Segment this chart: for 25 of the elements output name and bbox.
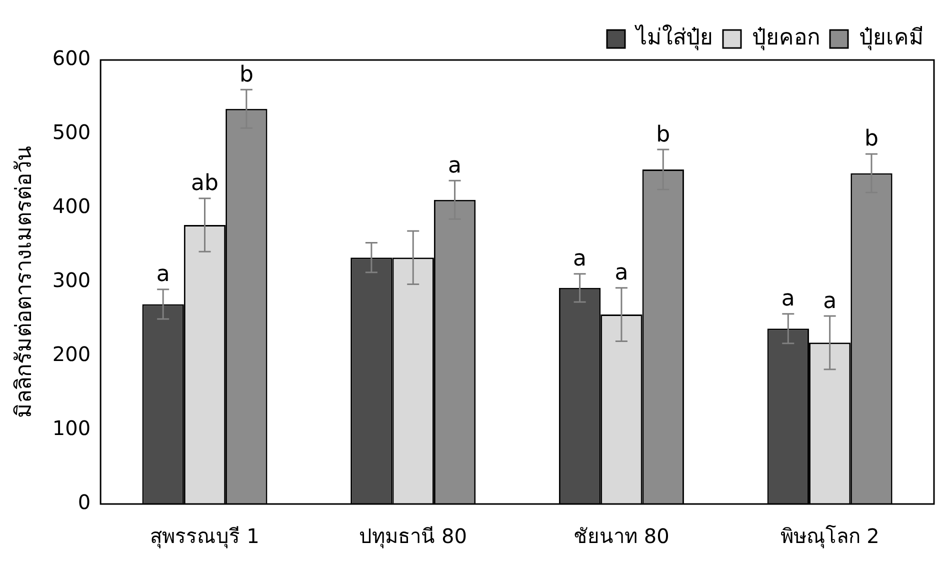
data-label: a (614, 260, 628, 286)
legend-label: ไม่ใส่ปุ๋ย (634, 24, 713, 51)
y-tick-label: 500 (52, 120, 91, 144)
data-label: a (156, 262, 170, 288)
data-label: b (864, 126, 878, 152)
data-label: a (781, 286, 795, 312)
data-label: b (239, 62, 254, 88)
x-tick-label: ปทุมธานี 80 (359, 524, 468, 550)
data-label: a (573, 246, 587, 272)
y-tick-label: 0 (78, 490, 91, 514)
data-label: a (823, 288, 837, 314)
y-tick-label: 300 (52, 268, 91, 292)
data-label: ab (191, 171, 218, 196)
x-tick-label: ชัยนาท 80 (574, 524, 670, 548)
x-tick-label: พิษณุโลก 2 (780, 524, 880, 550)
y-tick-label: 600 (52, 46, 91, 70)
data-label: a (448, 153, 462, 178)
y-tick-label: 400 (52, 194, 91, 218)
x-tick-label: สุพรรณบุรี 1 (150, 524, 260, 550)
legend-label: ปุ๋ยเคมี (859, 26, 924, 51)
y-tick-label: 200 (52, 342, 91, 366)
legend-label: ปุ๋ยคอก (752, 26, 820, 51)
y-axis-title: มิลลิกรัมต่อตารางเมตรต่อวัน (12, 146, 37, 418)
y-tick-label: 100 (52, 416, 91, 440)
data-label: b (656, 122, 670, 148)
